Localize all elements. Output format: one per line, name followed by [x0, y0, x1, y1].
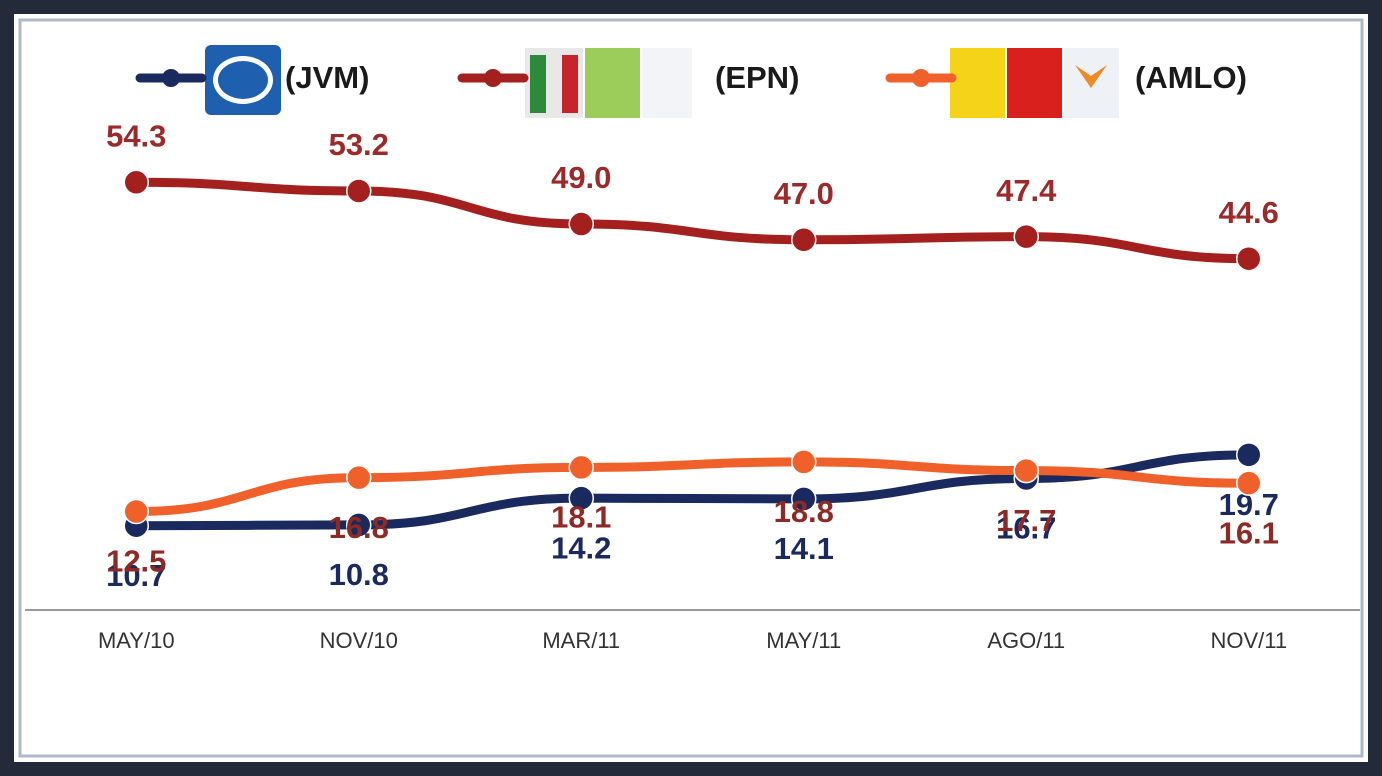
- data-point: [791, 227, 817, 253]
- x-tick-label: MAY/11: [766, 628, 841, 653]
- logo: [585, 48, 640, 118]
- data-point: [791, 449, 817, 475]
- data-label: 54.3: [106, 118, 166, 153]
- data-label: 14.2: [551, 530, 611, 565]
- logo: [218, 61, 268, 99]
- data-label: 16.8: [329, 510, 389, 545]
- data-point: [791, 486, 817, 512]
- series-line: [131, 177, 1254, 264]
- logo: [950, 48, 1005, 118]
- logo: [530, 55, 546, 113]
- legend-marker: [162, 69, 180, 87]
- legend-label: (JVM): [285, 60, 369, 95]
- data-label: 49.0: [551, 160, 611, 195]
- data-point: [1236, 442, 1262, 468]
- x-tick-label: MAY/10: [98, 628, 175, 653]
- logo: [642, 48, 692, 118]
- data-label: 12.5: [106, 544, 166, 579]
- data-label: 47.0: [774, 176, 834, 211]
- data-label: 14.1: [774, 531, 834, 566]
- series-line: [131, 450, 1254, 531]
- x-tick-label: MAR/11: [542, 628, 620, 653]
- data-point: [568, 454, 594, 481]
- data-label: 18.1: [551, 500, 611, 535]
- data-point: [1013, 457, 1039, 484]
- data-label: 16.7: [996, 511, 1056, 546]
- logo: [562, 55, 578, 113]
- x-tick-label: AGO/11: [987, 628, 1065, 653]
- data-label: 10.8: [329, 557, 389, 592]
- legend-marker: [484, 69, 502, 87]
- legend-logos: [205, 45, 1119, 118]
- data-label: 47.4: [996, 173, 1057, 208]
- data-label: 53.2: [329, 127, 389, 162]
- data-label: 17.7: [996, 503, 1056, 538]
- data-point: [1013, 223, 1039, 250]
- x-tick-label: NOV/11: [1210, 628, 1287, 653]
- data-point: [346, 178, 372, 204]
- series-line: [131, 457, 1254, 517]
- data-label: 18.8: [774, 494, 834, 529]
- data-point: [1236, 245, 1262, 272]
- data-point: [1236, 470, 1262, 496]
- data-point: [346, 464, 372, 491]
- legend-label: (AMLO): [1135, 60, 1247, 95]
- data-point: [568, 211, 594, 237]
- data-point: [568, 485, 594, 511]
- data-point: [123, 169, 149, 196]
- data-label: 44.6: [1219, 195, 1279, 230]
- data-point: [123, 498, 149, 525]
- data-point: [346, 512, 372, 538]
- legend-marker: [912, 69, 930, 87]
- x-tick-label: NOV/10: [320, 628, 398, 653]
- logo: [1007, 48, 1062, 118]
- data-label: 16.1: [1219, 515, 1279, 550]
- data-label: 10.7: [106, 558, 166, 593]
- logo: [1075, 65, 1107, 88]
- legend-label: (EPN): [715, 60, 799, 95]
- inner-frame: [18, 18, 1364, 758]
